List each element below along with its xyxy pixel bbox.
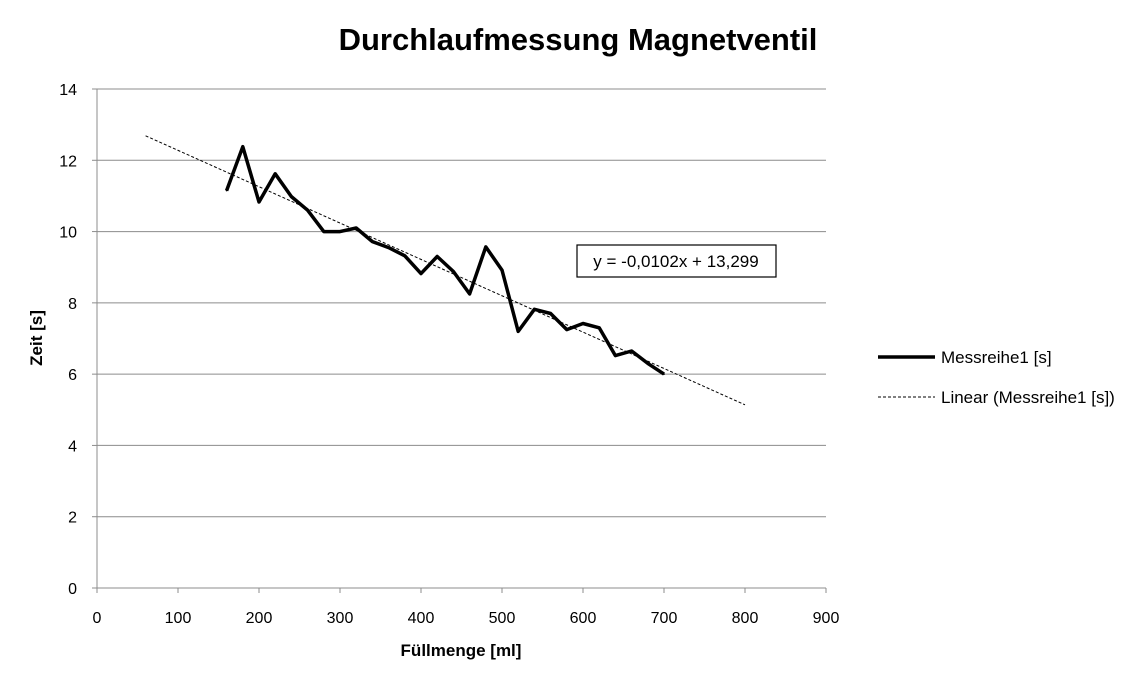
x-tick-label: 0 bbox=[93, 610, 102, 627]
data-point bbox=[566, 328, 568, 331]
data-point bbox=[258, 201, 260, 203]
data-point bbox=[630, 350, 633, 352]
y-tick-label: 8 bbox=[68, 296, 77, 313]
chart-title: Durchlaufmessung Magnetventil bbox=[339, 22, 818, 57]
x-tick-label: 600 bbox=[570, 610, 597, 627]
data-point bbox=[387, 246, 390, 249]
x-tick-label: 400 bbox=[408, 610, 435, 627]
y-tick-label: 0 bbox=[68, 581, 77, 598]
data-point bbox=[404, 255, 406, 257]
data-point bbox=[242, 145, 244, 148]
data-point bbox=[598, 327, 600, 329]
data-point bbox=[436, 255, 439, 258]
x-tick-label: 200 bbox=[246, 610, 273, 627]
y-tick-label: 14 bbox=[59, 82, 77, 99]
x-tick-label: 500 bbox=[489, 610, 516, 627]
data-point bbox=[533, 308, 536, 311]
gridlines bbox=[97, 88, 826, 518]
data-point bbox=[468, 293, 471, 295]
x-tick-label: 800 bbox=[732, 610, 759, 627]
data-point bbox=[452, 270, 455, 273]
data-point bbox=[339, 230, 341, 233]
x-axis-label: Füllmenge [ml] bbox=[401, 641, 522, 660]
data-point bbox=[225, 189, 228, 192]
series-line bbox=[224, 144, 665, 376]
data-point bbox=[582, 322, 584, 325]
y-tick-label: 6 bbox=[68, 367, 77, 384]
equation-box-frame bbox=[576, 244, 777, 278]
data-point bbox=[647, 362, 649, 365]
legend-entry-series: Messreihe1 [s] bbox=[941, 348, 1052, 367]
series-layer bbox=[145, 135, 746, 406]
data-point bbox=[290, 195, 293, 198]
data-point bbox=[355, 227, 358, 229]
data-point bbox=[614, 354, 617, 357]
data-point bbox=[485, 246, 487, 248]
y-axis-ticks: 0 2 4 6 8 10 12 14 bbox=[59, 82, 97, 598]
trendline-equation: y = -0,0102x + 13,299 bbox=[593, 252, 758, 271]
data-point bbox=[306, 209, 309, 211]
x-tick-label: 700 bbox=[651, 610, 678, 627]
x-tick-label: 100 bbox=[165, 610, 192, 627]
data-point bbox=[663, 373, 665, 375]
plot-area bbox=[96, 89, 826, 589]
x-tick-label: 900 bbox=[813, 610, 840, 627]
x-axis-ticks: 0 100 200 300 400 500 600 700 800 900 bbox=[93, 588, 840, 627]
x-tick-label: 300 bbox=[327, 610, 354, 627]
data-point bbox=[323, 230, 325, 233]
data-point bbox=[549, 312, 552, 315]
legend-entry-trendline: Linear (Messreihe1 [s]) bbox=[941, 388, 1115, 407]
data-point bbox=[501, 269, 503, 271]
trendline-equation-box: y = -0,0102x + 13,299 bbox=[576, 244, 777, 278]
data-point bbox=[420, 272, 422, 275]
y-tick-label: 2 bbox=[68, 510, 77, 527]
y-tick-label: 12 bbox=[59, 153, 77, 170]
data-point bbox=[371, 240, 374, 243]
legend: Messreihe1 [s] Linear (Messreihe1 [s]) bbox=[878, 348, 1115, 407]
data-point bbox=[274, 173, 277, 175]
data-point bbox=[517, 330, 519, 333]
y-tick-label: 4 bbox=[68, 438, 77, 455]
y-axis-label: Zeit [s] bbox=[27, 310, 46, 366]
y-tick-label: 10 bbox=[59, 225, 77, 242]
